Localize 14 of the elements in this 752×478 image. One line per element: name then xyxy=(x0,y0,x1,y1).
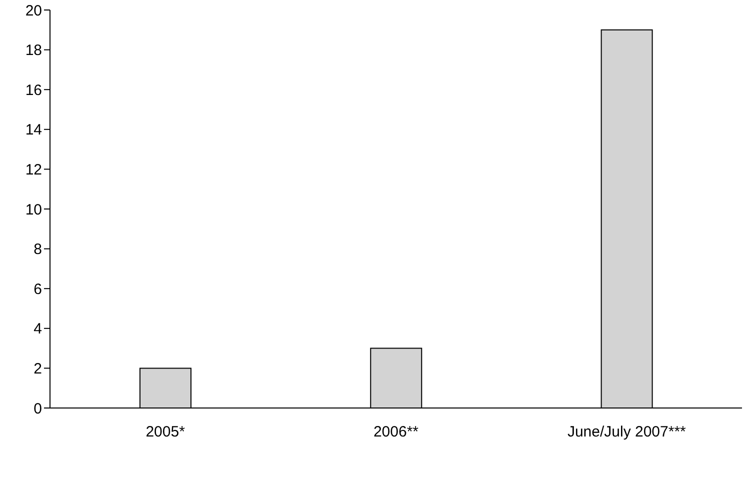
y-tick-label: 2 xyxy=(34,360,42,378)
y-tick-label: 18 xyxy=(25,42,42,60)
y-tick-label: 16 xyxy=(25,82,42,99)
y-tick-label: 0 xyxy=(34,400,42,418)
y-tick-label: 14 xyxy=(25,122,42,139)
y-tick-label: 8 xyxy=(34,241,42,258)
x-tick-label: 2006** xyxy=(373,424,419,441)
y-tick-label: 20 xyxy=(25,2,42,20)
y-tick-label: 10 xyxy=(25,201,42,218)
x-tick-label: June/July 2007*** xyxy=(567,424,686,441)
y-tick-label: 12 xyxy=(25,162,42,179)
x-tick-label: 2005* xyxy=(146,424,186,441)
y-tick-label: 4 xyxy=(34,320,42,338)
y-tick-label: 6 xyxy=(34,280,42,298)
